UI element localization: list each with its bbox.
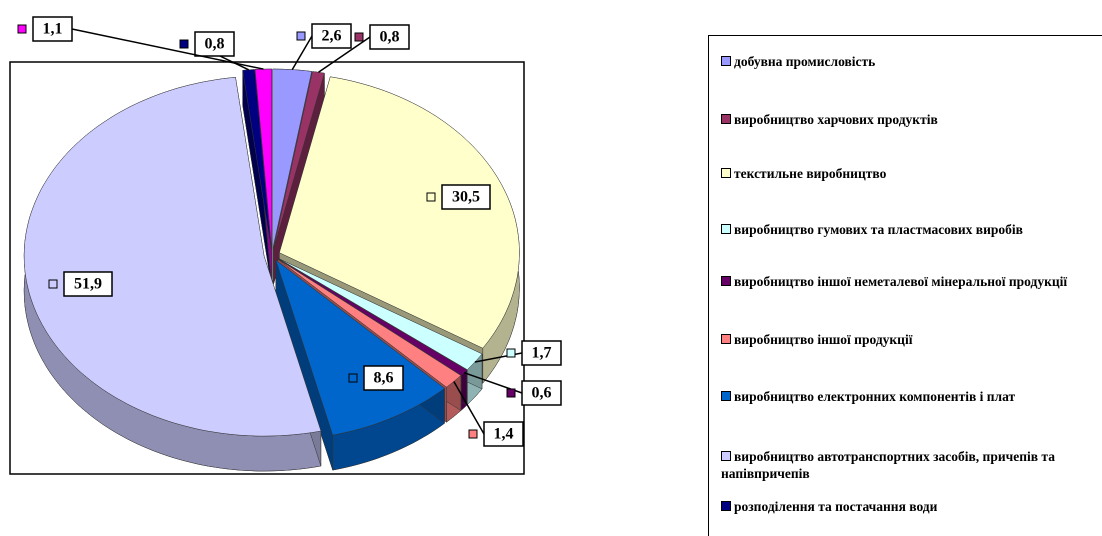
legend-entry: виробництво іншої продукції [721, 331, 1091, 348]
chart: 2,6 0,8 30,5 1,7 0,6 1,4 8,6 51,9 0,8 1,1 [9, 16, 562, 475]
label-marker [296, 31, 306, 41]
label-marker [17, 24, 27, 34]
label-box [441, 184, 491, 210]
slice [254, 68, 272, 250]
leader-line [318, 36, 371, 73]
legend-label: виробництво харчових продуктів [734, 112, 938, 127]
legend-label: виробництво автотранспортних засобів, пр… [721, 449, 1055, 481]
label-box [194, 31, 235, 57]
label-marker [348, 373, 358, 383]
legend-swatch [721, 334, 731, 344]
label-marker [426, 192, 436, 202]
legend-entry: виробництво автотранспортних засобів, пр… [721, 448, 1091, 482]
data-label: 0,8 [380, 29, 400, 46]
legend-entry: виробництво гумових та пластмасових виро… [721, 221, 1091, 238]
legend-entry: розподілення та постачання води [721, 498, 1091, 515]
legend-entry: виробництво електронних компонентів і пл… [721, 388, 1091, 405]
legend-label: виробництво електронних компонентів і пл… [734, 389, 1016, 404]
label-box [363, 365, 404, 391]
label-marker [506, 388, 516, 398]
label-marker [354, 32, 364, 42]
slice [279, 76, 520, 349]
label-marker [506, 348, 516, 358]
legend-label: текстильне виробництво [734, 166, 887, 181]
data-label: 0,8 [205, 36, 225, 53]
label-box [521, 340, 562, 366]
leader-line [453, 381, 485, 435]
slice [278, 258, 483, 371]
legend-entry: виробництво іншої неметалевої мінерально… [721, 273, 1091, 290]
legend-swatch [721, 114, 731, 124]
label-marker [179, 39, 189, 49]
legend: добувна промисловість виробництво харчови… [708, 35, 1102, 536]
legend-label: виробництво іншої неметалевої мінерально… [734, 274, 1068, 289]
slice [272, 68, 313, 250]
leader-line [291, 35, 313, 71]
data-label: 8,6 [374, 370, 394, 387]
slice [242, 69, 272, 250]
label-box [369, 24, 410, 50]
legend-swatch [721, 451, 731, 461]
leader-line [71, 28, 264, 70]
legend-swatch [721, 168, 731, 178]
slice [273, 71, 325, 250]
data-label: 1,1 [43, 21, 63, 38]
data-label: 30,5 [452, 189, 480, 206]
legend-label: добувна промисловість [734, 54, 876, 69]
slice [23, 77, 322, 437]
label-box [483, 421, 524, 447]
label-box [63, 271, 113, 297]
legend-label: розподілення та постачання води [734, 499, 938, 514]
legend-label: виробництво гумових та пластмасових виро… [734, 222, 1023, 237]
legend-swatch [721, 276, 731, 286]
data-label: 0,6 [532, 385, 552, 402]
legend-swatch [721, 224, 731, 234]
data-label: 1,7 [532, 345, 552, 362]
label-box [521, 380, 562, 406]
slice [275, 259, 445, 436]
legend-swatch [721, 56, 731, 66]
legend-entry: текстильне виробництво [721, 165, 1091, 182]
data-label: 51,9 [74, 276, 102, 293]
legend-swatch [721, 391, 731, 401]
label-marker [48, 279, 58, 289]
legend-label: виробництво іншої продукції [734, 332, 913, 347]
legend-entry: виробництво харчових продуктів [721, 111, 1091, 128]
label-box [32, 16, 73, 42]
legend-entry: добувна промисловість [721, 53, 1091, 70]
data-label: 2,6 [322, 28, 342, 45]
legend-swatch [721, 501, 731, 511]
data-label: 1,4 [494, 426, 514, 443]
label-marker [468, 429, 478, 439]
label-box [311, 23, 352, 49]
